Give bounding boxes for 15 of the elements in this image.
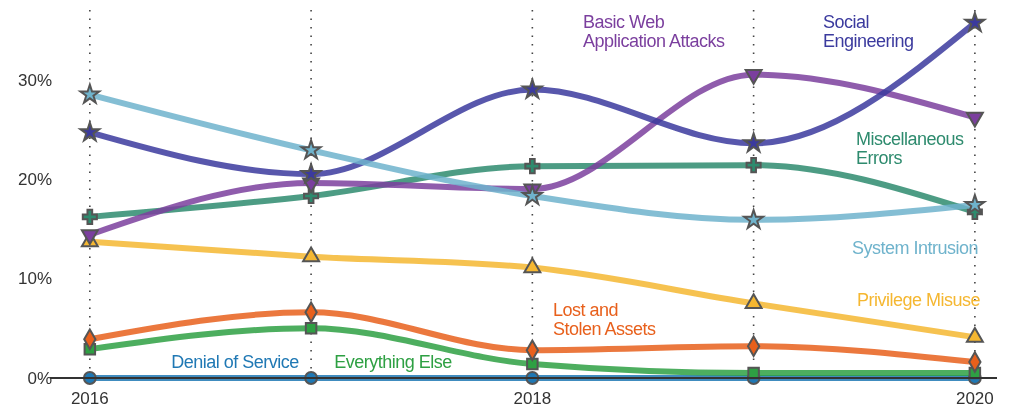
y-tick-label: 0% [27, 368, 52, 388]
x-tick-label: 2020 [955, 389, 994, 408]
x-tick-label: 2018 [513, 389, 552, 408]
series-label: Privilege Misuse [856, 290, 981, 310]
series-label: System Intrusion [851, 238, 978, 258]
y-tick-label: 10% [17, 269, 52, 289]
y-tick-label: 20% [17, 170, 52, 190]
series-label: Denial of Service [171, 352, 300, 372]
series-label: Basic Web Application Attacks [583, 12, 726, 51]
x-tick-label: 2016 [70, 389, 109, 408]
y-tick-label: 30% [17, 70, 52, 90]
series-label: Social Engineering [823, 12, 914, 51]
series-label: Lost and Stolen Assets [553, 300, 657, 339]
series-label: Miscellaneous Errors [856, 129, 965, 168]
series-label: Everything Else [334, 352, 453, 372]
